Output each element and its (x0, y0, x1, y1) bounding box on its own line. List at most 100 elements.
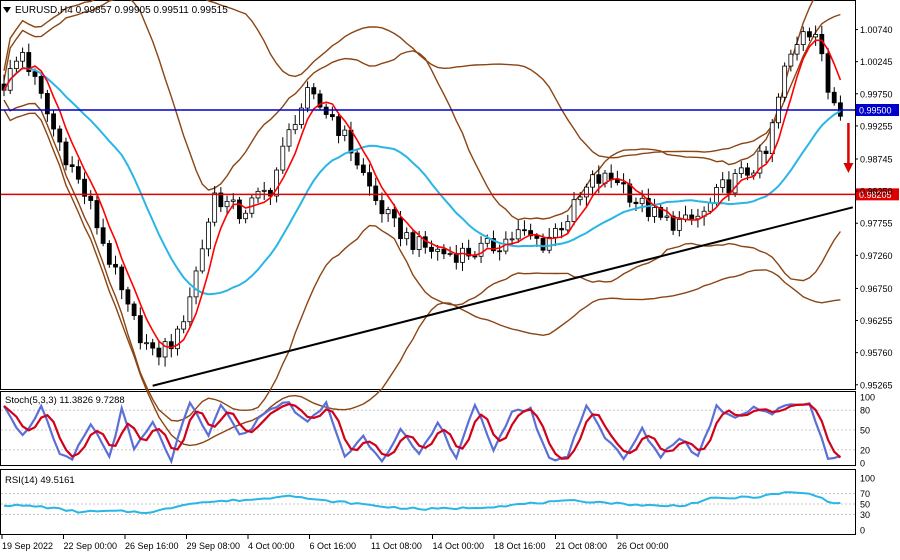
candle-body (577, 196, 583, 201)
candle-body (144, 342, 149, 345)
candle-body (94, 200, 100, 229)
candle-body (268, 189, 273, 197)
bollinger-bands (3, 0, 841, 447)
rsi-tick-label: 100 (860, 474, 875, 484)
candle-body (131, 303, 137, 317)
symbol-dropdown-icon[interactable] (3, 7, 11, 13)
candle-body (187, 296, 193, 323)
horizontal-levels[interactable]: 0.99500 0.98205 (1, 104, 899, 201)
candle-body (181, 321, 187, 330)
candle-body (199, 248, 205, 272)
candle-body (534, 235, 540, 239)
candle-body (379, 200, 385, 215)
price-tick-label: 0.97755 (860, 219, 893, 229)
candle-body (156, 347, 162, 358)
price-tick-label: 1.00245 (860, 57, 893, 67)
candle-body (497, 250, 503, 253)
candle-body (13, 60, 19, 69)
price-level-label: 0.98205 (859, 190, 892, 200)
candle-body (658, 207, 664, 218)
candle-body (57, 128, 63, 143)
time-axis-label: 26 Sep 16:00 (125, 541, 179, 551)
candle-body (237, 199, 242, 220)
candle-body (206, 221, 211, 250)
candle-body (782, 65, 788, 98)
candle-body (726, 179, 732, 194)
candle-body (162, 341, 168, 358)
candle-body (583, 186, 589, 198)
symbol-header: EURUSD,H4 0.99857 0.99905 0.99511 0.9951… (15, 5, 228, 16)
rsi-tick-label: 50 (860, 500, 870, 510)
stochastic-panel[interactable] (0, 391, 856, 466)
price-tick-label: 0.95760 (860, 348, 893, 358)
stoch-tick-label: 50 (860, 426, 870, 436)
stoch-tick-label: 20 (860, 445, 870, 455)
time-axis-label: 29 Sep 08:00 (187, 541, 241, 551)
candle-body (280, 145, 286, 171)
candle-body (113, 263, 118, 268)
bollinger-lower-outer (3, 109, 841, 447)
candle-body (317, 93, 323, 108)
annotations[interactable] (152, 122, 854, 387)
candle-body (44, 93, 50, 115)
candle-body (119, 266, 125, 291)
candle-body (150, 342, 156, 349)
rsi-tick-label: 70 (860, 489, 870, 499)
candle-body (435, 248, 441, 252)
time-axis-label: 11 Oct 08:00 (371, 541, 422, 551)
ma-fast-line (3, 39, 842, 349)
candle-body (175, 328, 180, 350)
candle-body (745, 167, 750, 176)
candle-body (336, 116, 341, 136)
time-axis-label: 14 Oct 00:00 (433, 541, 485, 551)
price-tick-label: 0.99255 (860, 121, 893, 131)
candle-body (720, 179, 726, 188)
candle-body (596, 174, 602, 184)
candle-body (224, 200, 230, 208)
candle-body (546, 236, 552, 251)
rsi-series-line (3, 491, 841, 515)
candle-body (757, 150, 763, 174)
candle-body (360, 164, 366, 174)
price-tick-label: 1.00740 (860, 25, 893, 35)
bollinger-lower-inner (3, 99, 841, 422)
price-panel[interactable] (0, 0, 856, 390)
candle-body (416, 236, 422, 250)
candle-body (788, 53, 794, 67)
candle-body (125, 289, 131, 305)
candle-body (813, 34, 819, 38)
stoch-label: Stoch(5,3,3) 11.3826 9.7288 (5, 395, 125, 406)
candle-body (385, 209, 391, 215)
down-arrow-icon[interactable] (843, 162, 854, 173)
candle-body (695, 215, 701, 220)
candle-body (410, 232, 416, 250)
candle-body (522, 229, 527, 232)
candle-body (32, 71, 38, 77)
candle-body (88, 195, 94, 201)
rsi-panel[interactable] (0, 469, 856, 535)
candle-body (367, 172, 372, 187)
candle-body (614, 179, 620, 184)
candle-body (447, 253, 453, 255)
candle-body (732, 173, 738, 194)
bollinger-upper-outer (3, 0, 841, 159)
candle-body (707, 202, 713, 212)
price-tick-label: 0.98745 (860, 154, 893, 164)
rsi-tick-label: 30 (860, 510, 870, 520)
price-tick-label: 0.99750 (860, 89, 893, 99)
stoch-tick-label: 100 (860, 393, 875, 403)
ascending-trendline[interactable] (152, 206, 854, 387)
candle-body (193, 270, 199, 298)
candle-body (305, 87, 310, 109)
candle-body (670, 215, 676, 231)
candle-body (20, 52, 25, 62)
rsi-line (3, 491, 841, 515)
rsi-tick-label: 0 (860, 526, 865, 536)
stoch-main-line (3, 399, 841, 465)
candle-body (738, 167, 744, 174)
candle-body (689, 214, 695, 220)
candle-body (515, 229, 521, 240)
candlesticks (1, 25, 843, 367)
